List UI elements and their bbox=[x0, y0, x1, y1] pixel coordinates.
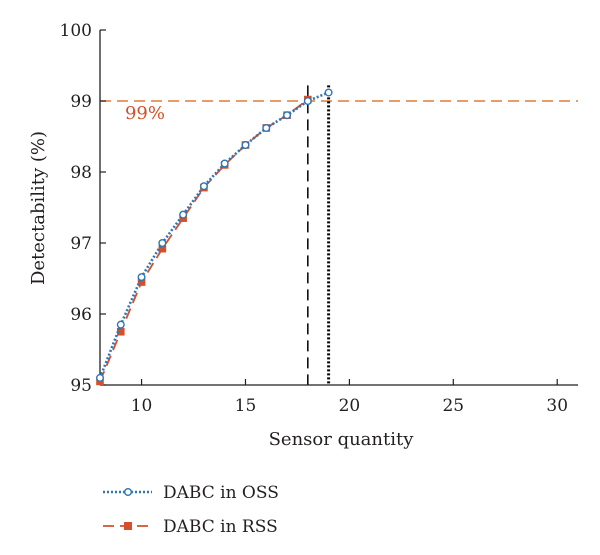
y-tick-label: 95 bbox=[70, 376, 92, 396]
legend-label: DABC in OSS bbox=[163, 483, 279, 503]
legend-marker bbox=[124, 522, 132, 530]
y-axis-title: Detectability (%) bbox=[28, 131, 49, 285]
data-point bbox=[283, 111, 292, 120]
x-tick-label: 20 bbox=[339, 396, 361, 416]
data-point bbox=[324, 88, 333, 97]
y-tick-label: 97 bbox=[70, 234, 92, 254]
y-tick-label: 99 bbox=[70, 92, 92, 112]
x-tick-label: 30 bbox=[546, 396, 568, 416]
data-point bbox=[116, 327, 125, 336]
y-tick-label: 100 bbox=[60, 21, 92, 41]
data-point bbox=[262, 123, 271, 132]
series-line bbox=[99, 98, 309, 382]
x-axis-title: Sensor quantity bbox=[269, 429, 415, 450]
reference-lines bbox=[100, 85, 578, 385]
x-tick-label: 15 bbox=[235, 396, 257, 416]
data-point bbox=[241, 141, 250, 150]
data-point bbox=[199, 182, 208, 191]
annotation-label: 99% bbox=[125, 103, 165, 124]
data-point bbox=[158, 238, 167, 247]
data-point bbox=[95, 373, 104, 382]
axes: 10 15 20 25 30 95 96 97 98 99 100 bbox=[60, 21, 578, 416]
series bbox=[95, 88, 333, 386]
data-point bbox=[137, 278, 146, 286]
data-point bbox=[179, 210, 188, 219]
annotations: 99% bbox=[125, 103, 165, 124]
y-tick-label: 98 bbox=[70, 163, 92, 183]
data-point bbox=[220, 159, 229, 168]
y-tick-label: 96 bbox=[70, 305, 92, 325]
legend-marker bbox=[123, 488, 132, 497]
data-point bbox=[303, 96, 312, 105]
series-line bbox=[98, 91, 330, 379]
x-tick-label: 25 bbox=[442, 396, 464, 416]
legend: DABC in OSS DABC in RSS bbox=[103, 483, 279, 537]
data-point bbox=[116, 320, 125, 329]
legend-label: DABC in RSS bbox=[163, 517, 278, 537]
x-tick-label: 10 bbox=[131, 396, 153, 416]
data-point bbox=[158, 244, 167, 253]
data-point bbox=[137, 273, 146, 282]
